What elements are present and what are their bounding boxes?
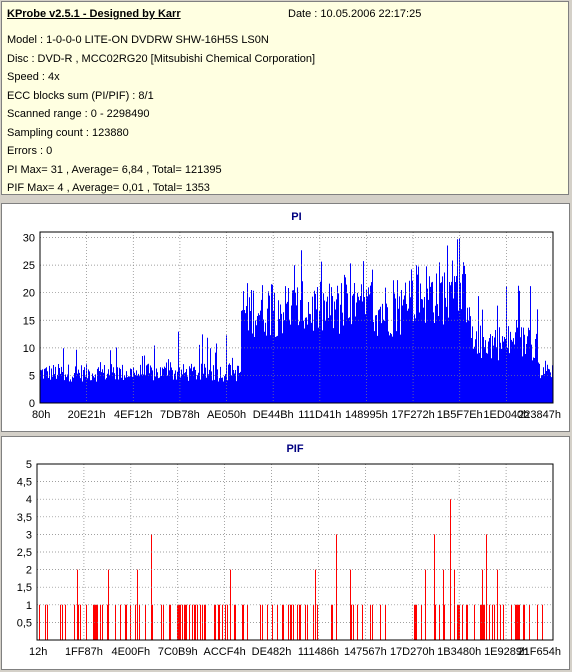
y-tick-label: 15: [23, 315, 35, 327]
y-tick-label: 20: [23, 288, 35, 300]
x-tick-label: 148995h: [345, 409, 388, 421]
y-tick-label: 3: [26, 529, 32, 541]
y-tick-label: 25: [23, 260, 35, 272]
info-line: Sampling count : 123880: [7, 126, 129, 139]
x-tick-label: 17D270h: [390, 646, 435, 658]
y-tick-label: 5: [26, 459, 32, 471]
info-line: PI Max= 31 , Average= 6,84 , Total= 1213…: [7, 163, 222, 176]
info-line: Model : 1-0-0-0 LITE-ON DVDRW SHW-16H5S …: [7, 34, 269, 46]
x-tick-label: 1B3480h: [437, 646, 481, 658]
x-tick-label: AE050h: [207, 409, 246, 421]
x-tick-label: 4E00Fh: [112, 646, 151, 658]
x-tick-label: 111486h: [298, 646, 339, 658]
x-tick-label: 1FF87h: [65, 646, 103, 658]
pif-chart-panel: PIF 0,5 1 1,5 2 2,5 3 3,5 4 4,5 5 12h 1FF87h 4E00Fh 7C…: [1, 436, 570, 670]
x-tick-label: 1B5F7Eh: [437, 409, 483, 421]
plot-border: [36, 463, 554, 641]
y-tick-label: 4: [26, 494, 32, 506]
x-tick-label: 111D41h: [298, 409, 341, 421]
y-tick-label: 30: [23, 233, 35, 245]
chart-title: PIF: [286, 443, 303, 455]
x-tick-label: 12h: [29, 646, 47, 658]
x-tick-label: 147567h: [344, 646, 387, 658]
y-tick-label: 10: [23, 343, 35, 355]
y-tick-label: 1: [26, 600, 32, 612]
info-line: ECC blocks sum (PI/PIF) : 8/1: [7, 89, 154, 102]
chart-title: PI: [291, 211, 301, 223]
x-tick-label: DE482h: [252, 646, 292, 658]
x-tick-label: 21F654h: [518, 646, 561, 658]
pi-chart-panel: PI 0 5 10 15 20 25 30 80h 20E21h 4EF12h 7DB78h AE050…: [1, 203, 570, 432]
scan-date: Date : 10.05.2006 22:17:25: [288, 8, 422, 20]
x-tick-label: 7DB78h: [160, 409, 200, 421]
y-tick-label: 1,5: [17, 582, 32, 594]
x-tick-label: 1ED040h: [483, 409, 529, 421]
x-tick-label: 1E9289h: [484, 646, 528, 658]
app-title: KProbe v2.5.1 - Designed by Karr: [7, 8, 181, 20]
x-tick-label: 7C0B9h: [158, 646, 198, 658]
y-tick-label: 4,5: [17, 477, 32, 489]
y-tick-label: 0: [29, 398, 35, 410]
x-tick-label: 4EF12h: [114, 409, 153, 421]
info-line: PIF Max= 4 , Average= 0,01 , Total= 1353: [7, 182, 210, 194]
y-tick-label: 2: [26, 565, 32, 577]
y-tick-label: 3,5: [17, 512, 32, 524]
info-line: Speed : 4x: [7, 71, 60, 83]
x-tick-label: 223847h: [518, 409, 561, 421]
pif-chart: PIF 0,5 1 1,5 2 2,5 3 3,5 4 4,5 5 12h 1FF87h 4E00Fh 7C…: [17, 443, 561, 658]
x-tick-label: 80h: [32, 409, 50, 421]
info-line: Scanned range : 0 - 2298490: [7, 108, 150, 120]
x-tick-label: DE44Bh: [253, 409, 294, 421]
plot-border: [39, 231, 554, 404]
y-tick-label: 5: [29, 370, 35, 382]
info-line: Errors : 0: [7, 145, 53, 157]
y-tick-label: 0,5: [17, 617, 32, 629]
x-tick-label: 20E21h: [68, 409, 106, 421]
info-panel: KProbe v2.5.1 - Designed by Karr Date : …: [1, 1, 569, 195]
pi-chart: PI 0 5 10 15 20 25 30 80h 20E21h 4EF12h 7DB78h AE050…: [23, 211, 561, 421]
y-tick-label: 2,5: [17, 547, 32, 559]
info-line: Disc : DVD-R , MCC02RG20 [Mitsubishi Che…: [7, 52, 316, 65]
x-tick-label: ACCF4h: [204, 646, 246, 658]
data-bars: [40, 238, 553, 403]
x-tick-label: 17F272h: [391, 409, 434, 421]
